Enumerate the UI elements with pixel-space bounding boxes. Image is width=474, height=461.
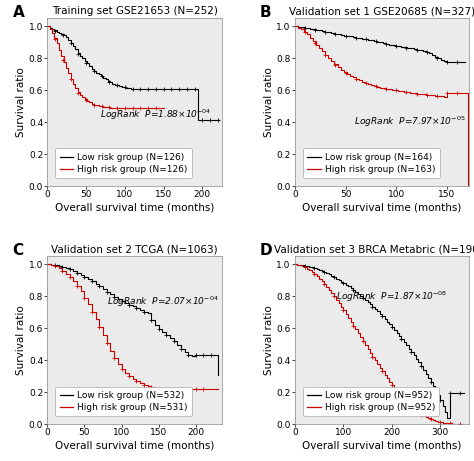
Legend: Low risk group (N=952), High risk group (N=952): Low risk group (N=952), High risk group … (303, 386, 439, 416)
X-axis label: Overall survival time (months): Overall survival time (months) (302, 440, 462, 450)
Y-axis label: Survival ratio: Survival ratio (16, 67, 26, 137)
Title: Training set GSE21653 (N=252): Training set GSE21653 (N=252) (52, 6, 218, 16)
Text: LogRank  P=1.88×10$^{-04}$: LogRank P=1.88×10$^{-04}$ (100, 108, 211, 122)
Title: Validation set 3 BRCA Metabric (N=1904): Validation set 3 BRCA Metabric (N=1904) (274, 244, 474, 254)
Text: A: A (12, 5, 24, 20)
Text: LogRank  P=7.97×10$^{-05}$: LogRank P=7.97×10$^{-05}$ (354, 114, 465, 129)
Y-axis label: Survival ratio: Survival ratio (264, 67, 273, 137)
Text: LogRank  P=1.87×10$^{-08}$: LogRank P=1.87×10$^{-08}$ (336, 290, 447, 304)
X-axis label: Overall survival time (months): Overall survival time (months) (55, 440, 214, 450)
Title: Validation set 2 TCGA (N=1063): Validation set 2 TCGA (N=1063) (51, 244, 218, 254)
Legend: Low risk group (N=532), High risk group (N=531): Low risk group (N=532), High risk group … (55, 386, 192, 416)
Title: Validation set 1 GSE20685 (N=327): Validation set 1 GSE20685 (N=327) (289, 6, 474, 16)
Y-axis label: Survival ratio: Survival ratio (16, 306, 26, 375)
Legend: Low risk group (N=126), High risk group (N=126): Low risk group (N=126), High risk group … (55, 148, 192, 178)
Y-axis label: Survival ratio: Survival ratio (264, 306, 273, 375)
X-axis label: Overall survival time (months): Overall survival time (months) (302, 202, 462, 212)
X-axis label: Overall survival time (months): Overall survival time (months) (55, 202, 214, 212)
Text: B: B (260, 5, 272, 20)
Legend: Low risk group (N=164), High risk group (N=163): Low risk group (N=164), High risk group … (303, 148, 439, 178)
Text: LogRank  P=2.07×10$^{-04}$: LogRank P=2.07×10$^{-04}$ (107, 295, 219, 309)
Text: C: C (12, 243, 24, 258)
Text: D: D (260, 243, 273, 258)
